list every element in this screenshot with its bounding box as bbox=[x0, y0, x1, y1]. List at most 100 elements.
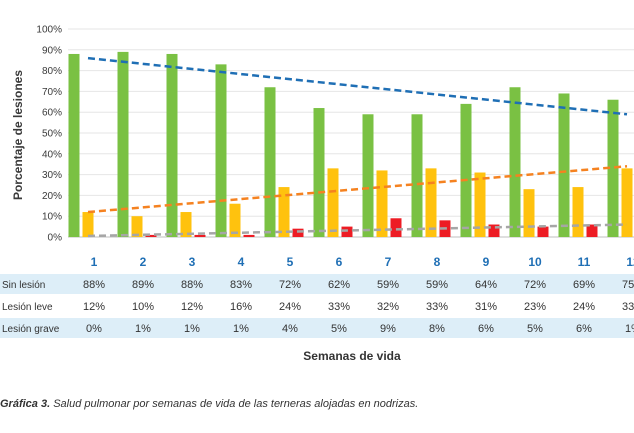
table-cell: 69% bbox=[573, 279, 595, 291]
bar-lesion-grave bbox=[488, 224, 500, 237]
y-tick-label: 20% bbox=[42, 191, 62, 202]
y-tick-label: 50% bbox=[42, 129, 62, 140]
x-axis-label: Semanas de vida bbox=[303, 349, 401, 363]
table-cell: 10% bbox=[132, 301, 154, 313]
trendline bbox=[87, 223, 628, 238]
bar-lesion-leve bbox=[376, 170, 388, 237]
y-tick-label: 60% bbox=[42, 108, 62, 119]
table-cell: 1% bbox=[625, 323, 634, 335]
table-cell: 8% bbox=[429, 323, 445, 335]
table-cell: 62% bbox=[328, 279, 350, 291]
caption-prefix: Gráfica 3. bbox=[0, 398, 51, 410]
bar-lesion-leve bbox=[425, 168, 437, 237]
bar-lesion-leve bbox=[82, 212, 94, 237]
table-cell: 33% bbox=[328, 301, 350, 313]
y-tick-label: 80% bbox=[42, 66, 62, 77]
table-row-label: Lesión grave bbox=[2, 324, 60, 335]
bar-sin-lesion bbox=[68, 53, 80, 238]
bar-sin-lesion bbox=[460, 103, 472, 237]
x-tick-label: 6 bbox=[336, 255, 343, 269]
table-cell: 24% bbox=[279, 301, 301, 313]
y-tick-label: 0% bbox=[48, 233, 63, 244]
trendline bbox=[87, 165, 628, 214]
table-row-band bbox=[0, 274, 634, 294]
table-cell: 32% bbox=[377, 301, 399, 313]
bar-sin-lesion bbox=[509, 87, 521, 238]
bar-lesion-leve bbox=[278, 187, 290, 237]
bar-lesion-leve bbox=[523, 189, 535, 237]
table-cell: 59% bbox=[377, 279, 399, 291]
table-cell: 88% bbox=[83, 279, 105, 291]
bar-lesion-leve bbox=[180, 212, 192, 237]
bar-lesion-leve bbox=[572, 187, 584, 237]
table-cell: 1% bbox=[233, 323, 249, 335]
bar-sin-lesion bbox=[607, 99, 619, 237]
bar-lesion-leve bbox=[327, 168, 339, 237]
x-tick-label: 10 bbox=[528, 255, 542, 269]
table-cell: 75% bbox=[622, 279, 634, 291]
table-cell: 72% bbox=[524, 279, 546, 291]
table-cell: 5% bbox=[527, 323, 543, 335]
x-tick-label: 1 bbox=[91, 255, 98, 269]
table-cell: 89% bbox=[132, 279, 154, 291]
bar-lesion-grave bbox=[292, 228, 304, 237]
table-cell: 33% bbox=[426, 301, 448, 313]
x-tick-label: 12 bbox=[626, 255, 634, 269]
x-tick-label: 2 bbox=[140, 255, 147, 269]
gridlines bbox=[68, 28, 634, 238]
bar-lesion-leve bbox=[229, 203, 241, 237]
bar-lesion-grave bbox=[537, 226, 549, 237]
bar-lesion-leve bbox=[621, 168, 633, 237]
trendline bbox=[87, 56, 628, 116]
x-tick-label: 5 bbox=[287, 255, 294, 269]
y-axis-ticks: 0% 10% 20% 30% 40% 50% 60% 70% 80% 90% 100% bbox=[36, 25, 62, 244]
y-tick-label: 40% bbox=[42, 149, 62, 160]
x-tick-label: 4 bbox=[238, 255, 245, 269]
table-cell: 9% bbox=[380, 323, 396, 335]
y-tick-label: 10% bbox=[42, 212, 62, 223]
x-tick-label: 3 bbox=[189, 255, 196, 269]
bar-sin-lesion bbox=[166, 53, 178, 238]
figure-caption: Gráfica 3. Salud pulmonar por semanas de… bbox=[0, 398, 418, 410]
y-tick-label: 90% bbox=[42, 45, 62, 56]
table-cell: 33% bbox=[622, 301, 634, 313]
data-table: 123456789101112Sin lesión88%89%88%83%72%… bbox=[0, 255, 634, 338]
caption-text: Salud pulmonar por semanas de vida de la… bbox=[50, 398, 419, 410]
bars bbox=[68, 51, 633, 238]
y-tick-label: 100% bbox=[36, 25, 62, 36]
table-cell: 1% bbox=[135, 323, 151, 335]
bar-lesion-leve bbox=[131, 216, 143, 237]
table-row-label: Lesión leve bbox=[2, 302, 53, 313]
bar-sin-lesion bbox=[264, 87, 276, 238]
table-cell: 6% bbox=[478, 323, 494, 335]
bar-sin-lesion bbox=[313, 108, 325, 237]
table-row-label: Sin lesión bbox=[2, 280, 45, 291]
bar-lesion-grave bbox=[243, 234, 255, 237]
x-tick-label: 7 bbox=[385, 255, 392, 269]
table-cell: 59% bbox=[426, 279, 448, 291]
table-cell: 0% bbox=[86, 323, 102, 335]
x-tick-label: 11 bbox=[578, 255, 591, 269]
y-tick-label: 70% bbox=[42, 87, 62, 98]
bar-sin-lesion bbox=[117, 51, 129, 237]
trendlines bbox=[87, 56, 628, 238]
table-cell: 16% bbox=[230, 301, 252, 313]
table-cell: 12% bbox=[83, 301, 105, 313]
x-tick-label: 8 bbox=[434, 255, 441, 269]
table-cell: 5% bbox=[331, 323, 347, 335]
table-cell: 4% bbox=[282, 323, 298, 335]
table-cell: 6% bbox=[576, 323, 592, 335]
table-cell: 83% bbox=[230, 279, 252, 291]
bar-sin-lesion bbox=[362, 114, 374, 237]
table-cell: 31% bbox=[475, 301, 497, 313]
y-axis-label: Porcentaje de lesiones bbox=[11, 70, 25, 200]
bar-lesion-grave bbox=[586, 224, 598, 237]
bar-sin-lesion bbox=[215, 64, 227, 237]
table-cell: 12% bbox=[181, 301, 203, 313]
bar-lesion-grave bbox=[390, 218, 402, 237]
table-cell: 23% bbox=[524, 301, 546, 313]
bar-sin-lesion bbox=[558, 93, 570, 237]
bar-lesion-grave bbox=[194, 234, 206, 237]
y-tick-label: 30% bbox=[42, 170, 62, 181]
